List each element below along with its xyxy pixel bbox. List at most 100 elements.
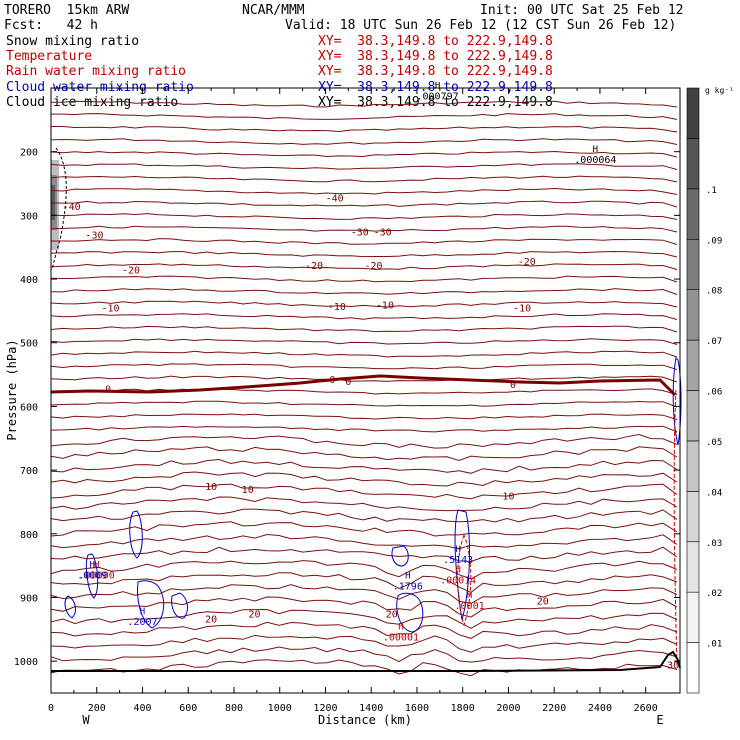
- temperature-label: 10: [205, 482, 217, 493]
- isotherm-line: [50, 425, 678, 433]
- temperature-label: -10: [328, 302, 346, 313]
- model-title: TORERO 15km ARW: [4, 3, 130, 18]
- isotherm-line: [50, 483, 678, 500]
- x-tick-label: 2600: [634, 703, 658, 714]
- isotherm-line: [50, 375, 678, 383]
- colorbar-label: .1: [706, 186, 717, 196]
- colorbar-label: .09: [706, 236, 722, 246]
- isotherm-line: [50, 363, 678, 370]
- extremum-value: .000064: [574, 155, 616, 166]
- isotherm-line: [50, 659, 678, 677]
- x-tick-label: 800: [225, 703, 243, 714]
- extremum-value: .0001: [455, 601, 485, 612]
- y-tick-label: 300: [20, 211, 38, 222]
- cloud-water-contours: [64, 356, 682, 633]
- ground-line: [51, 650, 681, 672]
- colorbar-swatch: [686, 591, 700, 643]
- valid-time: Valid: 18 UTC Sun 26 Feb 12 (12 CST Sun …: [285, 18, 677, 33]
- temperature-label: -10: [376, 301, 394, 312]
- isotherm-line: [50, 413, 678, 420]
- field-name-cloud-water: Cloud water mixing ratio: [6, 80, 194, 95]
- temperature-label: -20: [305, 261, 323, 272]
- colorbar-swatch: [686, 289, 700, 341]
- extremum-marker: H: [455, 565, 460, 575]
- extremum-marker: H: [89, 560, 94, 570]
- colorbar: .01 .02 .03 .04 .05 .06 .07 .08 .09 .1: [686, 87, 722, 694]
- isotherm-line: [50, 458, 678, 474]
- temperature-label: 20: [537, 597, 549, 608]
- isotherm-line: [50, 225, 678, 233]
- field-xy-snow: XY= 38.3,149.8 to 222.9,149.8: [318, 34, 553, 49]
- x-tick-label: 2000: [496, 703, 520, 714]
- isotherm-line: [50, 546, 678, 563]
- x-tick-label: 400: [133, 703, 151, 714]
- isotherm-line: [50, 634, 678, 653]
- x-tick-label: 1000: [268, 703, 292, 714]
- field-xy-rain: XY= 38.3,149.8 to 222.9,149.8: [318, 64, 553, 79]
- colorbar-unit: g kg⁻¹: [705, 86, 734, 95]
- temperature-label: -40: [326, 194, 344, 205]
- field-name-temperature: Temperature: [6, 49, 93, 64]
- extremum-value: .0009: [77, 570, 107, 581]
- x-tick-label: 2400: [588, 703, 612, 714]
- field-name-snow: Snow mixing ratio: [6, 34, 140, 49]
- snow-contour: [51, 147, 67, 271]
- y-tick-label: 900: [20, 593, 38, 604]
- isotherm-line: [51, 238, 678, 245]
- temperature-label: -30: [374, 227, 392, 238]
- temperature-label: 20: [249, 609, 261, 620]
- temperature-label: -40: [63, 202, 81, 213]
- extremum-value: .00001: [383, 633, 419, 644]
- isotherm-line: [50, 533, 678, 550]
- y-tick-label: 700: [20, 466, 38, 477]
- extremum-value: .00014: [440, 575, 476, 586]
- isotherm-line: [50, 288, 678, 295]
- isotherm-line: [50, 150, 678, 158]
- extremum-value: .5143: [443, 555, 473, 566]
- colorbar-swatch: [686, 390, 700, 442]
- y-tick-label: 400: [20, 275, 38, 286]
- isotherm-line: [50, 313, 678, 320]
- temperature-label: 0: [105, 385, 111, 396]
- init-time: Init: 00 UTC Sat 25 Feb 12: [480, 3, 684, 18]
- east-label: E: [656, 713, 663, 727]
- temperature-label: 0: [510, 380, 516, 391]
- isotherm-line: [50, 175, 678, 183]
- colorbar-swatch: [686, 339, 700, 391]
- colorbar-swatch: [686, 138, 700, 190]
- isotherm-line: [50, 138, 678, 145]
- field-xy-temperature: XY= 38.3,149.8 to 222.9,149.8: [318, 49, 553, 64]
- temperature-label: 20: [205, 614, 217, 625]
- isotherm-line: [50, 446, 678, 462]
- isotherm-line: [50, 584, 678, 604]
- y-tick-label: 200: [20, 148, 38, 159]
- y-tick-label: 800: [20, 530, 38, 541]
- colorbar-swatch: [686, 642, 700, 694]
- isotherm-line: [50, 496, 678, 512]
- temperature-label: 10: [502, 492, 514, 503]
- field-xy-cloud-ice: XY= 38.3,149.8 to 222.9,149.8: [318, 95, 553, 110]
- x-tick-label: 1800: [451, 703, 475, 714]
- isotherm-line: [50, 596, 678, 618]
- isotherm-line: [50, 325, 678, 333]
- colorbar-swatch: [686, 87, 700, 139]
- isotherm-line: [50, 300, 678, 308]
- temperature-label: -30: [85, 230, 103, 241]
- isotherm-line: [51, 100, 678, 108]
- x-tick-label: 1400: [359, 703, 383, 714]
- isotherm-line: [50, 200, 678, 208]
- x-axis: 0 200 400 600 800 1000 1200 1400 1600 1800 2000 220…: [48, 88, 658, 714]
- temperature-label: -30: [351, 227, 369, 238]
- isotherm-line: [50, 163, 678, 170]
- temperature-label: 0: [345, 377, 351, 388]
- colorbar-swatch: [686, 491, 700, 543]
- x-tick-label: 1600: [405, 703, 429, 714]
- temperature-label: -10: [101, 304, 119, 315]
- extremum-marker: H: [435, 81, 440, 91]
- isotherm-line: [50, 400, 678, 408]
- isotherm-line: [50, 572, 678, 593]
- org-title: NCAR/MMM: [242, 3, 305, 18]
- isotherm-line: [50, 213, 678, 220]
